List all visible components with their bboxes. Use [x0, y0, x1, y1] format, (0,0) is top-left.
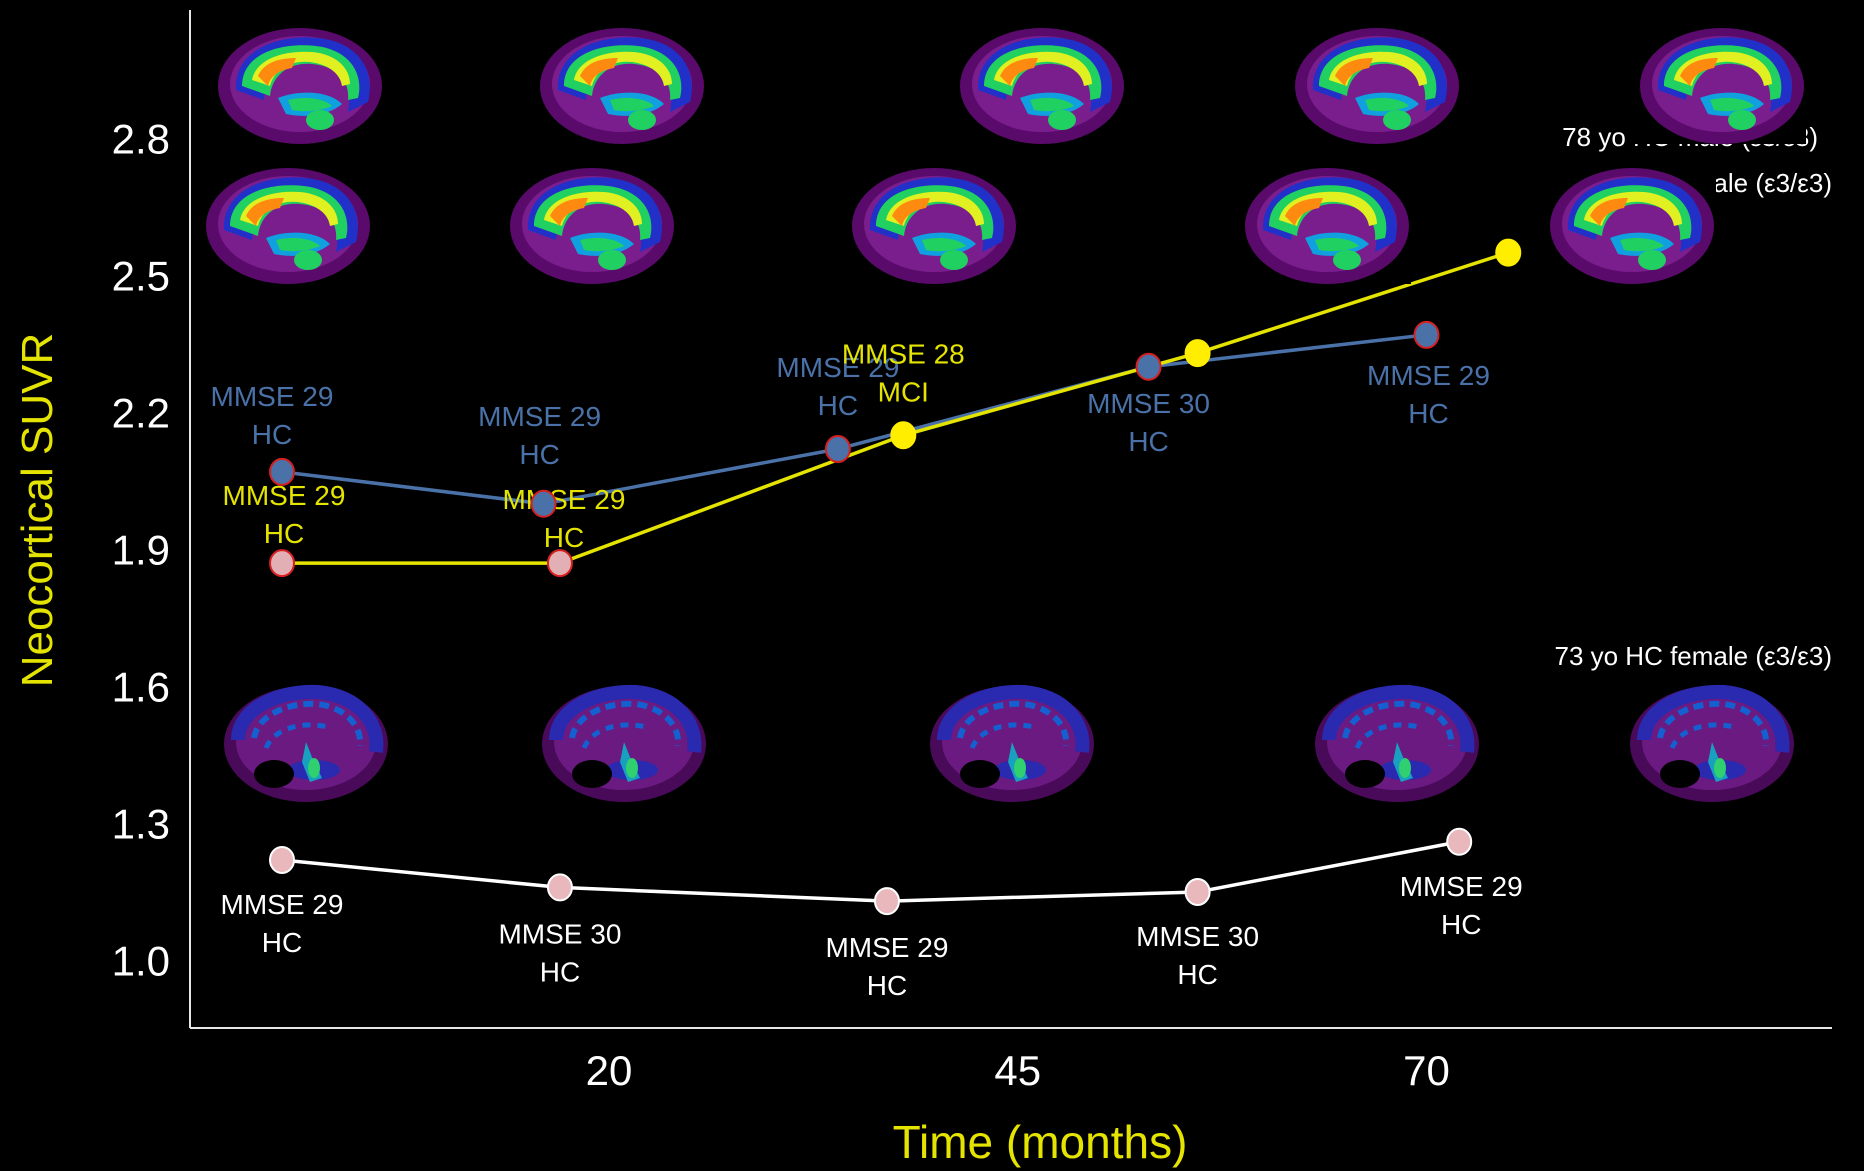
data-label: MCI	[878, 376, 929, 407]
pet-brain-image	[214, 678, 390, 802]
data-label: HC	[1177, 959, 1217, 990]
y-tick-label: 1.0	[112, 938, 170, 985]
annotation-text: 73 yo HC female (ε3/ε3)	[1554, 641, 1832, 671]
data-point	[269, 549, 295, 578]
data-point	[1495, 238, 1522, 267]
data-point	[873, 887, 900, 916]
data-label: MMSE 30	[1087, 388, 1210, 419]
data-label: MMSE 30	[498, 918, 621, 949]
data-label: MMSE 29	[825, 932, 948, 963]
data-point	[546, 873, 573, 902]
y-tick-label: 1.9	[112, 526, 170, 573]
data-label: HC	[544, 522, 584, 553]
data-point	[1184, 339, 1211, 368]
pet-brain-image	[1285, 20, 1461, 144]
y-tick-label: 2.5	[112, 252, 170, 299]
pet-brain-image	[196, 160, 372, 284]
pet-brain-image	[208, 20, 384, 144]
x-tick-label: 70	[1403, 1047, 1450, 1094]
data-point	[269, 457, 295, 486]
pet-brain-image	[1235, 160, 1411, 284]
data-point	[1184, 877, 1211, 906]
pet-brain-image	[950, 20, 1126, 144]
data-label: MMSE 29	[478, 401, 601, 432]
data-label: MMSE 29	[221, 889, 344, 920]
data-label: HC	[1441, 909, 1481, 940]
data-label: HC	[867, 970, 907, 1001]
pet-brain-image	[1620, 678, 1796, 802]
data-label: MMSE 29	[211, 381, 334, 412]
data-label: MMSE 29	[776, 352, 899, 383]
y-tick-label: 1.3	[112, 800, 170, 847]
data-point	[269, 846, 295, 875]
data-point	[1135, 352, 1162, 381]
data-point	[546, 549, 573, 578]
y-tick-label: 2.2	[112, 389, 170, 436]
pet-brain-image	[530, 20, 706, 144]
data-label: MMSE 30	[1136, 921, 1259, 952]
pet-brain-image	[920, 678, 1096, 802]
pet-brain-image	[842, 160, 1018, 284]
data-label: HC	[519, 439, 559, 470]
data-point	[890, 421, 917, 450]
pet-brain-image	[1540, 160, 1716, 284]
data-point	[1446, 827, 1473, 856]
x-tick-label: 20	[586, 1047, 633, 1094]
data-point	[1413, 320, 1440, 349]
x-tick-label: 45	[994, 1047, 1041, 1094]
pet-brain-image	[500, 160, 676, 284]
pet-brain-image	[532, 678, 708, 802]
data-point	[824, 434, 851, 463]
data-label: HC	[540, 956, 580, 987]
data-label: HC	[262, 927, 302, 958]
data-label: HC	[264, 518, 304, 549]
y-axis-label: Neocortical SUVR	[13, 333, 62, 688]
data-label: MMSE 28	[842, 338, 965, 369]
pet-brain-image	[1630, 20, 1806, 144]
x-axis-label: Time (months)	[893, 1116, 1188, 1168]
pet-brain-image	[1305, 678, 1481, 802]
y-tick-label: 2.8	[112, 115, 170, 162]
data-label: MMSE 29	[1400, 871, 1523, 902]
data-label: HC	[252, 419, 292, 450]
data-label: MMSE 29	[1367, 360, 1490, 391]
data-label: HC	[818, 390, 858, 421]
data-point	[530, 489, 557, 518]
data-label: HC	[1408, 398, 1448, 429]
data-label: MMSE 29	[502, 484, 625, 515]
data-label: HC	[1128, 426, 1168, 457]
y-tick-label: 1.6	[112, 663, 170, 710]
